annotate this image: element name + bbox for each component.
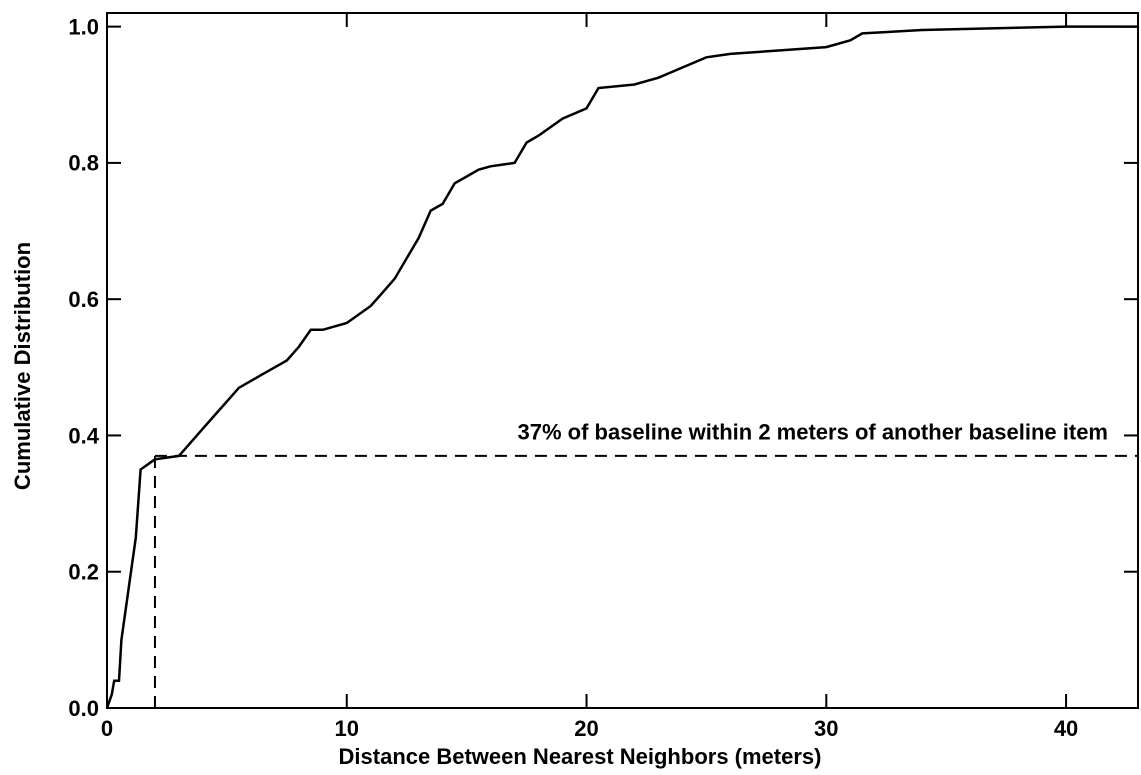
y-tick-label: 0.2	[68, 560, 99, 585]
y-tick-label: 1.0	[68, 14, 99, 39]
x-tick-label: 10	[335, 716, 359, 741]
plot-frame	[106, 12, 1139, 709]
x-tick-label: 0	[101, 716, 113, 741]
annotation: 37% of baseline within 2 meters of anoth…	[518, 420, 1109, 445]
y-tick-label: 0.6	[68, 287, 99, 312]
y-tick-label: 0.8	[68, 151, 99, 176]
cdf-line	[105, 25, 1138, 709]
y-tick-label: 0.0	[68, 696, 99, 721]
y-axis-label: Cumulative Distribution	[10, 242, 35, 490]
x-tick-label: 40	[1054, 716, 1078, 741]
x-axis-label: Distance Between Nearest Neighbors (mete…	[339, 744, 822, 769]
x-tick-label: 30	[814, 716, 838, 741]
y-tick-label: 0.4	[68, 423, 99, 448]
x-tick-label: 20	[574, 716, 598, 741]
